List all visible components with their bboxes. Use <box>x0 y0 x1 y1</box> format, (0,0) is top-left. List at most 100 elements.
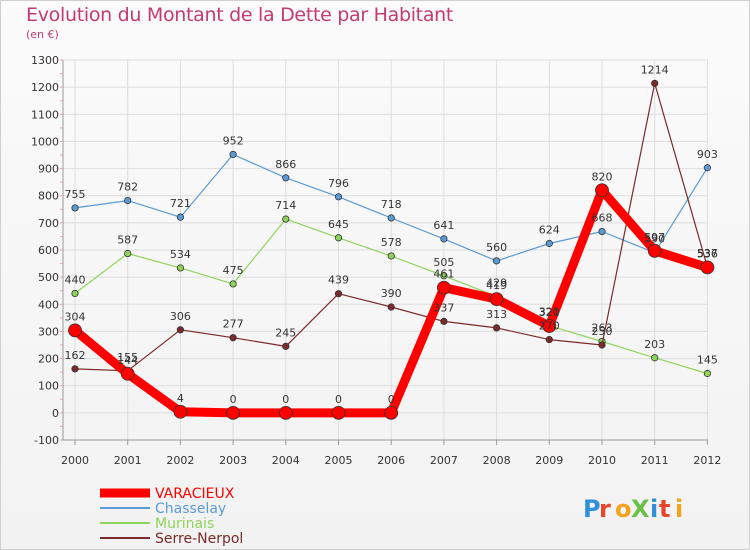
series-lines <box>68 79 715 420</box>
data-label-chasselay: 866 <box>275 158 296 171</box>
data-label-chasselay: 668 <box>592 212 613 225</box>
logo-letter: X <box>631 495 650 523</box>
data-label-serre-nerpol: 277 <box>223 318 244 331</box>
data-label-serre-nerpol: 162 <box>65 349 86 362</box>
data-label-chasselay: 721 <box>170 197 191 210</box>
logo-letter: o <box>615 495 632 523</box>
data-label-chasselay: 624 <box>539 223 560 236</box>
x-tick-label: 2003 <box>219 454 247 467</box>
x-tick-label: 2009 <box>535 454 563 467</box>
data-label-chasselay: 782 <box>117 181 138 194</box>
data-label-chasselay: 718 <box>381 198 402 211</box>
data-label-murinais: 429 <box>486 276 507 289</box>
data-point-varacieux <box>120 366 135 381</box>
data-point-serre-nerpol <box>440 317 448 325</box>
data-point-chasselay <box>387 214 395 222</box>
logo-letter: t <box>659 495 670 523</box>
y-tick-label: 300 <box>38 325 59 338</box>
data-point-murinais <box>71 289 79 298</box>
data-point-chasselay <box>282 174 290 182</box>
data-label-murinais: 440 <box>65 273 86 286</box>
data-point-serre-nerpol <box>545 335 553 344</box>
legend-label: Chasselay <box>155 501 226 517</box>
data-point-chasselay <box>492 257 501 265</box>
x-tick-label: 2008 <box>483 454 511 467</box>
grid <box>63 59 708 441</box>
logo-letter: i <box>675 495 683 523</box>
data-label-murinais: 505 <box>433 256 454 269</box>
x-tick-label: 2004 <box>272 454 300 467</box>
data-label-murinais: 263 <box>592 321 613 334</box>
y-tick-label: 700 <box>38 217 59 230</box>
logo-letter: r <box>599 495 611 523</box>
data-point-varacieux <box>436 280 451 295</box>
data-point-serre-nerpol <box>282 342 290 350</box>
y-tick-label: -100 <box>34 434 59 447</box>
data-point-varacieux <box>173 404 188 419</box>
data-point-murinais <box>229 280 237 288</box>
data-label-serre-nerpol: 537 <box>697 247 718 260</box>
data-label-varacieux: 0 <box>388 393 395 406</box>
data-point-varacieux <box>647 243 662 258</box>
data-label-varacieux: 0 <box>335 393 342 406</box>
data-point-varacieux <box>68 323 82 338</box>
data-point-chasselay <box>229 150 237 159</box>
data-point-murinais <box>387 252 395 260</box>
data-label-varacieux: 144 <box>117 354 138 367</box>
series-varacieux <box>68 183 715 420</box>
x-tick-label: 2005 <box>325 454 353 467</box>
y-tick-label: 1200 <box>31 81 59 94</box>
data-point-chasselay <box>124 197 132 205</box>
data-point-chasselay <box>703 164 712 172</box>
data-point-serre-nerpol <box>651 79 659 87</box>
data-label-varacieux: 0 <box>230 393 237 406</box>
data-point-murinais <box>651 354 659 362</box>
data-label-chasselay: 755 <box>65 188 86 201</box>
data-label-murinais: 714 <box>275 199 296 212</box>
data-label-chasselay: 560 <box>486 241 507 254</box>
y-tick-label: 800 <box>38 190 59 203</box>
y-tick-label: 100 <box>38 380 59 393</box>
data-label-varacieux: 597 <box>644 231 665 244</box>
data-point-chasselay <box>440 235 448 243</box>
data-point-murinais <box>124 249 132 258</box>
data-point-serre-nerpol <box>492 324 501 332</box>
x-tick-label: 2002 <box>166 454 194 467</box>
data-label-varacieux: 461 <box>433 268 454 281</box>
data-label-varacieux: 320 <box>539 306 560 319</box>
series-chasselay <box>71 150 712 265</box>
data-label-murinais: 587 <box>117 234 138 247</box>
data-label-murinais: 475 <box>223 264 244 277</box>
data-point-serre-nerpol <box>334 290 343 298</box>
y-tick-label: 1000 <box>31 135 59 148</box>
x-tick-label: 2010 <box>588 454 616 467</box>
data-label-serre-nerpol: 313 <box>486 308 507 321</box>
legend-label: Serre-Nerpol <box>155 531 243 547</box>
data-point-chasselay <box>598 227 606 236</box>
logo-letter: i <box>650 495 658 523</box>
data-point-varacieux <box>278 405 293 420</box>
data-point-chasselay <box>176 213 184 221</box>
data-label-chasselay: 590 <box>644 233 665 246</box>
data-label-varacieux: 419 <box>486 279 507 292</box>
axes: -100010020030040050060070080090010001100… <box>31 54 721 467</box>
data-label-serre-nerpol: 337 <box>433 301 454 314</box>
data-label-varacieux: 304 <box>65 310 86 323</box>
y-tick-label: 900 <box>38 163 59 176</box>
data-point-murinais <box>703 369 712 378</box>
data-point-chasselay <box>71 204 79 212</box>
data-point-varacieux <box>595 183 609 198</box>
data-label-serre-nerpol: 1214 <box>641 63 669 76</box>
x-tick-label: 2012 <box>693 454 721 467</box>
data-labels: 755 782 721 952 866 796 718 641 560 624 668 590 903 4… <box>65 63 718 406</box>
y-tick-label: 600 <box>38 244 59 257</box>
data-point-varacieux <box>226 405 241 420</box>
data-label-varacieux: 4 <box>177 392 184 405</box>
y-tick-label: 200 <box>38 353 59 366</box>
data-point-chasselay <box>545 239 553 248</box>
data-label-serre-nerpol: 250 <box>592 325 613 338</box>
